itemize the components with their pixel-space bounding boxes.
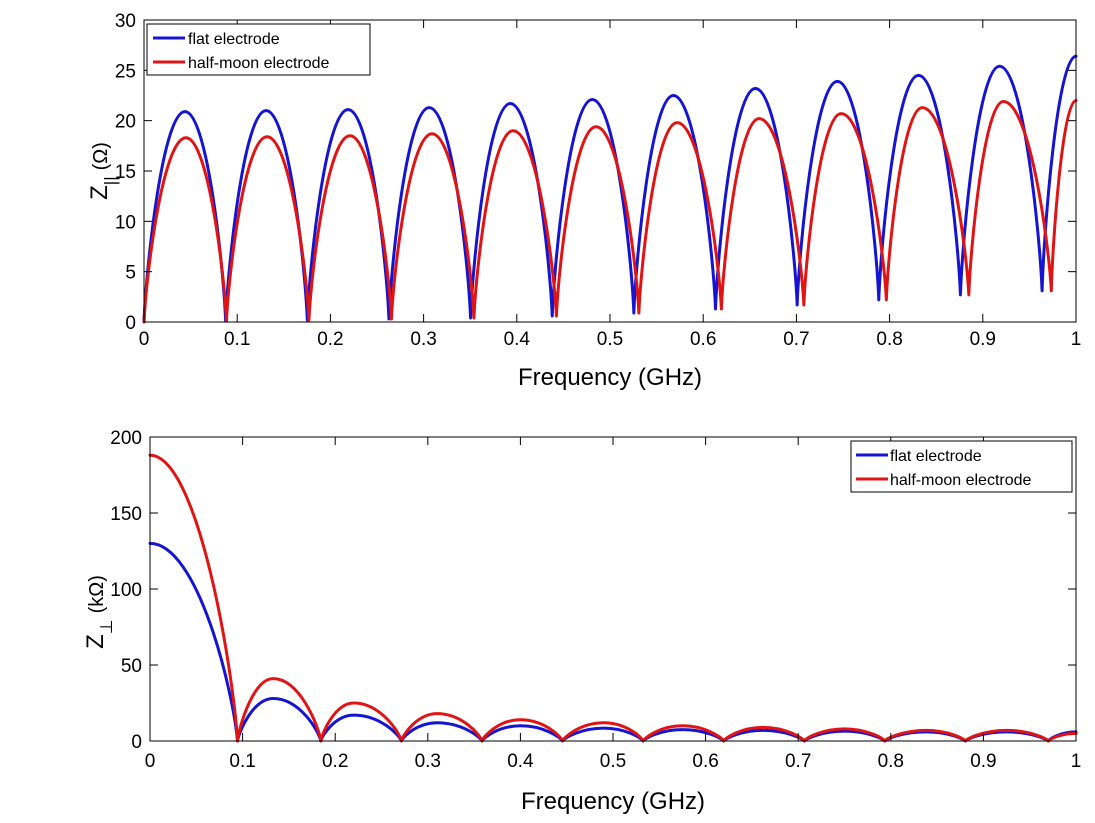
bottom-x-tick-label: 0.3 — [415, 751, 441, 772]
bottom-x-tick-label: 1 — [1071, 751, 1082, 772]
bottom-x-tick-label: 0.7 — [785, 751, 811, 772]
top-tick-layer: 0 0.1 0.2 0.3 0.4 0.5 0.6 0.7 0.8 0.9 105101520253… — [115, 11, 1081, 350]
bottom-y-tick-label: 200 — [110, 428, 142, 449]
top-x-tick-label: 0.1 — [224, 329, 250, 350]
bottom-series-line-half-moon-electrode — [148, 453, 1078, 743]
top-legend-label-halfmoon: half-moon electrode — [188, 55, 330, 72]
bottom-y-tick-label: 100 — [110, 580, 142, 601]
top-x-tick-label: 0.9 — [970, 329, 996, 350]
bottom-y-tick-label: 150 — [110, 504, 142, 525]
top-y-tick-label: 5 — [125, 263, 136, 284]
bottom-x-tick-label: 0.6 — [692, 751, 718, 772]
bottom-x-axis-label: Frequency (GHz) — [521, 788, 705, 815]
bottom-y-tick-label: 0 — [131, 732, 142, 753]
top-x-tick-label: 0.7 — [783, 329, 809, 350]
bottom-y-label-unit: (kΩ) — [86, 575, 108, 613]
top-y-tick-label: 20 — [115, 112, 136, 133]
top-x-tick-label: 0.8 — [876, 329, 902, 350]
bottom-x-tick-label: 0.5 — [600, 751, 626, 772]
top-y-axis-label: Z|| (Ω) — [86, 142, 120, 200]
bottom-tick-layer: 0 0.1 0.2 0.3 0.4 0.5 0.6 0.7 0.8 0.9 1 0 50 100 150 20… — [110, 428, 1081, 772]
bottom-legend-label-flat: flat electrode — [890, 448, 982, 465]
top-y-tick-label: 30 — [115, 11, 136, 32]
top-y-tick-label: 0 — [125, 313, 136, 334]
top-y-label-sub: || — [101, 176, 120, 185]
top-y-label-unit: (Ω) — [90, 142, 112, 170]
top-series-line-half-moon-electrode — [142, 99, 1078, 324]
top-x-tick-label: 1 — [1071, 329, 1082, 350]
bottom-legend: flat electrode half-moon electrode — [850, 440, 1073, 493]
top-y-label-main: Z — [86, 185, 113, 200]
bottom-y-tick-label: 50 — [121, 656, 142, 677]
bottom-x-tick-label: 0.2 — [322, 751, 348, 772]
bottom-legend-label-halfmoon: half-moon electrode — [890, 472, 1032, 489]
bottom-x-tick-label: 0.9 — [970, 751, 996, 772]
top-y-tick-label: 15 — [115, 162, 136, 183]
bottom-y-axis-label: Z⊥ (kΩ) — [82, 575, 116, 649]
top-legend-label-flat: flat electrode — [188, 31, 280, 48]
bottom-legend-box — [850, 440, 1073, 493]
bottom-x-tick-label: 0.8 — [878, 751, 904, 772]
top-legend-box — [146, 23, 371, 76]
top-x-tick-label: 0.2 — [317, 329, 343, 350]
top-x-axis-label: Frequency (GHz) — [518, 364, 702, 391]
top-y-tick-label: 10 — [115, 212, 136, 233]
top-y-tick-label: 25 — [115, 61, 136, 82]
top-x-tick-label: 0 — [139, 329, 150, 350]
top-chart: 0 0.1 0.2 0.3 0.4 0.5 0.6 0.7 0.8 0.9 105101520253… — [86, 11, 1081, 391]
top-x-tick-label: 0.3 — [410, 329, 436, 350]
top-x-tick-label: 0.4 — [504, 329, 531, 350]
top-series-layer — [142, 54, 1078, 324]
top-legend: flat electrode half-moon electrode — [146, 23, 371, 76]
bottom-chart: 0 0.1 0.2 0.3 0.4 0.5 0.6 0.7 0.8 0.9 1 0 50 100 150 20… — [82, 428, 1081, 815]
top-x-tick-label: 0.5 — [597, 329, 623, 350]
bottom-series-layer — [148, 453, 1078, 743]
bottom-x-tick-label: 0.4 — [507, 751, 534, 772]
bottom-x-tick-label: 0.1 — [229, 751, 255, 772]
bottom-x-tick-label: 0 — [145, 751, 156, 772]
bottom-y-label-main: Z — [82, 634, 109, 649]
top-x-tick-label: 0.6 — [690, 329, 716, 350]
bottom-y-label-sub: ⊥ — [97, 619, 116, 634]
